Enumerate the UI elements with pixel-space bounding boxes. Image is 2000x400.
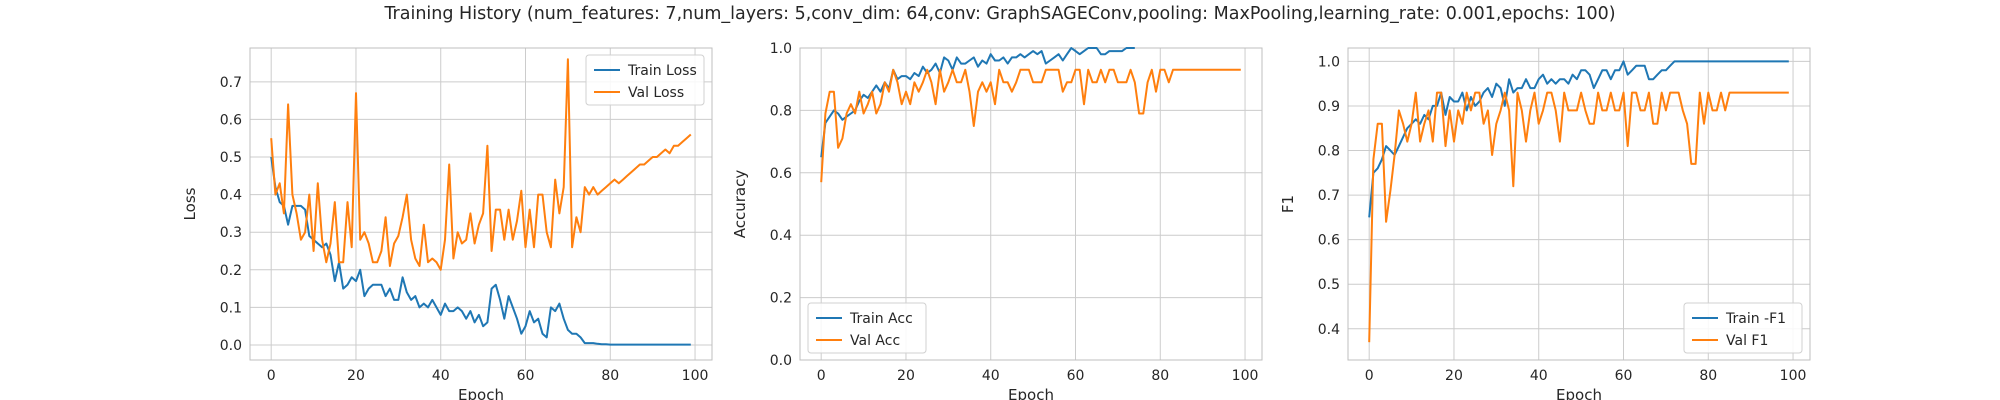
loss-ytick-label: 0.2: [220, 263, 242, 279]
f1-legend-label-train: Train -F1: [1725, 311, 1786, 327]
accuracy-legend-label-val: Val Acc: [850, 333, 900, 349]
loss-ytick-label: 0.5: [220, 150, 242, 166]
loss-ytick-label: 0.3: [220, 225, 242, 241]
f1-ytick-label: 0.9: [1318, 99, 1340, 115]
loss-xtick-label: 0: [267, 368, 276, 384]
f1-xtick-label: 80: [1699, 368, 1717, 384]
loss-ytick-label: 0.4: [220, 188, 242, 204]
loss-xtick-label: 20: [347, 368, 365, 384]
accuracy-xtick-label: 0: [817, 368, 826, 384]
accuracy-ytick-label: 1.0: [770, 41, 792, 57]
loss-series-val-line: [270, 58, 692, 271]
loss-xtick-label: 60: [517, 368, 535, 384]
f1-axes-frame: [1347, 47, 1811, 361]
loss-legend-label-train: Train Loss: [627, 63, 697, 79]
loss-xtick-label: 100: [682, 368, 709, 384]
f1-xtick-label: 100: [1780, 368, 1807, 384]
f1-xtick-label: 20: [1445, 368, 1463, 384]
accuracy-ytick-label: 0.2: [770, 291, 792, 307]
accuracy-xtick-label: 60: [1067, 368, 1085, 384]
f1-xtick-label: 60: [1615, 368, 1633, 384]
accuracy-axes-frame: [799, 47, 1263, 361]
f1-ytick-label: 0.5: [1318, 277, 1340, 293]
loss-xtick-label: 40: [432, 368, 450, 384]
loss-xtick-label: 80: [601, 368, 619, 384]
f1-xtick-label: 40: [1530, 368, 1548, 384]
figure-title: Training History (num_features: 7,num_la…: [384, 4, 1616, 24]
accuracy-ytick-label: 0.8: [770, 103, 792, 119]
accuracy-ylabel: Accuracy: [731, 170, 749, 239]
f1-ytick-label: 1.0: [1318, 54, 1340, 70]
accuracy-ytick-label: 0.6: [770, 166, 792, 182]
accuracy-xlabel: Epoch: [1008, 386, 1054, 400]
accuracy-xtick-label: 40: [982, 368, 1000, 384]
loss-ylabel: Loss: [181, 187, 199, 220]
accuracy-series-train-line: [820, 47, 1135, 158]
f1-ylabel: F1: [1279, 195, 1297, 213]
loss-ytick-label: 0.7: [220, 75, 242, 91]
f1-ytick-label: 0.7: [1318, 188, 1340, 204]
f1-xtick-label: 0: [1365, 368, 1374, 384]
f1-legend-label-val: Val F1: [1726, 333, 1768, 349]
accuracy-xtick-label: 20: [897, 368, 915, 384]
loss-ytick-label: 0.0: [220, 338, 242, 354]
accuracy-xtick-label: 100: [1232, 368, 1259, 384]
f1-ytick-label: 0.8: [1318, 144, 1340, 160]
accuracy-ytick-label: 0.4: [770, 228, 792, 244]
accuracy-ytick-label: 0.0: [770, 353, 792, 369]
f1-legend: Train -F1 Val F1: [1683, 302, 1803, 354]
f1-xlabel: Epoch: [1556, 386, 1602, 400]
f1-series-train-line: [1368, 60, 1789, 218]
loss-axes-frame: [249, 47, 713, 361]
accuracy-xtick-label: 80: [1151, 368, 1169, 384]
loss-series-train-line: [270, 156, 691, 346]
loss-legend: Train Loss Val Loss: [585, 54, 705, 106]
f1-series-val-line: [1368, 91, 1789, 343]
accuracy-series-val-line: [820, 68, 1241, 183]
chart-accuracy: 0 20 40 60 80 100 0.0 0.2 0.4 0.6 0.8 1.0 Epoch Accur…: [731, 41, 1263, 400]
accuracy-legend-label-train: Train Acc: [849, 311, 913, 327]
chart-f1: 0 20 40 60 80 100 0.4 0.5 0.6 0.7 0.8 0.9 1.0 Epoch F1…: [1279, 47, 1811, 400]
f1-ytick-label: 0.6: [1318, 233, 1340, 249]
loss-ytick-label: 0.6: [220, 112, 242, 128]
loss-xlabel: Epoch: [458, 386, 504, 400]
loss-ytick-label: 0.1: [220, 300, 242, 316]
chart-loss: 0 20 40 60 80 100 0.0 0.1 0.2 0.3 0.4 0.5 0.6 0.7 Epoc…: [181, 47, 713, 400]
loss-legend-label-val: Val Loss: [628, 85, 684, 101]
f1-ytick-label: 0.4: [1318, 322, 1340, 338]
accuracy-legend: Train Acc Val Acc: [807, 302, 927, 354]
